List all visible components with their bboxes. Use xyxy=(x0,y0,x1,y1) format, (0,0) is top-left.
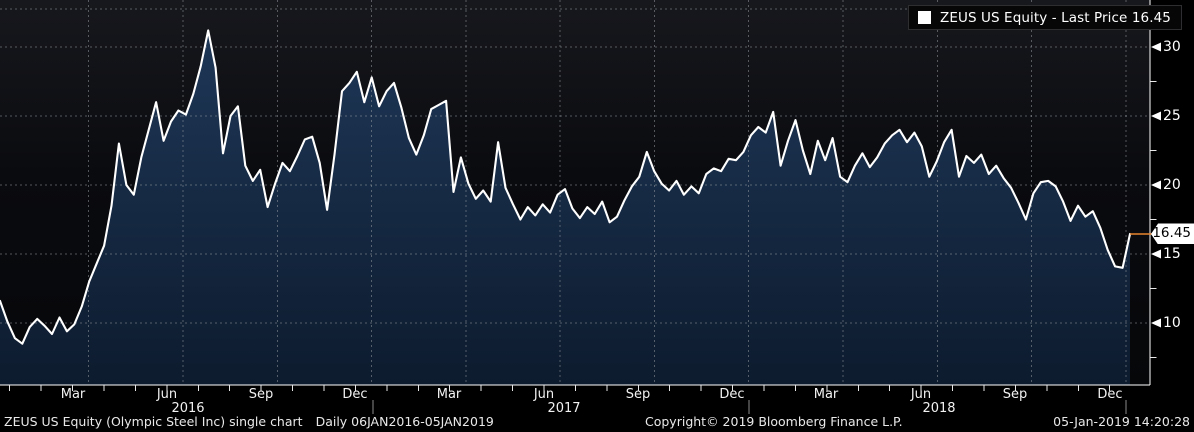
x-axis-month-label: Sep xyxy=(1002,387,1028,402)
last-price-value: 16.45 xyxy=(1152,225,1191,242)
x-axis-month-label: Mar xyxy=(813,387,839,402)
x-axis-month-label: Jun xyxy=(533,387,555,402)
chart-range-text: Daily 06JAN2016-05JAN2019 xyxy=(315,414,494,429)
chart-description: ZEUS US Equity (Olympic Steel Inc) singl… xyxy=(4,414,494,429)
x-axis-month-label: Dec xyxy=(1097,387,1123,402)
y-axis-label: 25 xyxy=(1163,108,1181,124)
y-tick-arrow-icon xyxy=(1151,318,1161,328)
x-axis-month-label: Dec xyxy=(342,387,368,402)
timestamp-text: 05-Jan-2019 14:20:28 xyxy=(1053,414,1190,429)
y-tick-arrow-icon xyxy=(1151,249,1161,259)
y-axis-label: 20 xyxy=(1163,177,1181,193)
last-price-flag: 16.45 xyxy=(1151,223,1194,245)
y-tick-arrow-icon xyxy=(1151,180,1161,190)
x-axis-month-label: Jun xyxy=(910,387,932,402)
legend-label: ZEUS US Equity - Last Price 16.45 xyxy=(940,9,1171,26)
x-axis-month-label: Dec xyxy=(719,387,745,402)
copyright-text: Copyright© 2019 Bloomberg Finance L.P. xyxy=(645,414,903,429)
x-axis-year-label: 2017 xyxy=(547,401,581,416)
x-axis-month-label: Sep xyxy=(625,387,651,402)
y-tick-arrow-icon xyxy=(1151,111,1161,121)
x-axis-month-label: Sep xyxy=(248,387,274,402)
price-line xyxy=(0,29,1132,345)
chart-description-text: ZEUS US Equity (Olympic Steel Inc) singl… xyxy=(4,414,303,429)
x-axis-year-label: 2016 xyxy=(171,401,205,416)
x-axis-month-label: Mar xyxy=(60,387,86,402)
x-axis-month-label: Mar xyxy=(436,387,462,402)
x-axis-year-label: 2018 xyxy=(922,401,956,416)
y-axis-label: 30 xyxy=(1163,39,1181,55)
series-swatch-icon xyxy=(918,11,931,24)
chart-legend[interactable]: ZEUS US Equity - Last Price 16.45 xyxy=(908,5,1182,30)
x-axis-month-label: Jun xyxy=(156,387,178,402)
price-area-fill xyxy=(0,30,1130,386)
y-tick-arrow-icon xyxy=(1151,42,1161,52)
y-axis-label: 15 xyxy=(1163,246,1181,262)
status-bar: ZEUS US Equity (Olympic Steel Inc) singl… xyxy=(0,413,1194,432)
y-axis-label: 10 xyxy=(1163,315,1181,331)
